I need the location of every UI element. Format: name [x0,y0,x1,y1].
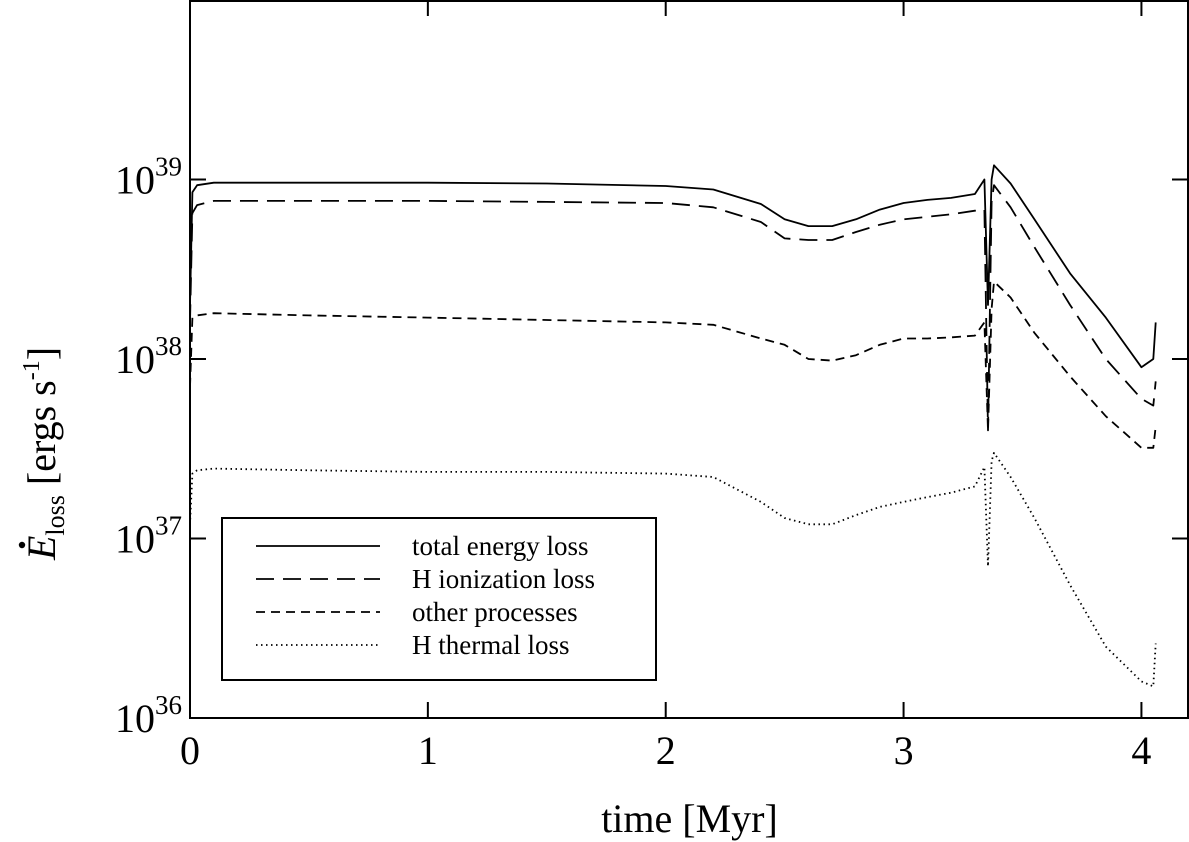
y-tick-label: 1037 [115,511,182,562]
x-tick-label: 3 [894,728,914,773]
x-tick-label: 1 [418,728,438,773]
series-line-1 [190,185,1156,430]
svg-text:Eloss [ergs s-1]: Eloss [ergs s-1] [19,347,70,561]
y-axis-title: Eloss [ergs s-1] [19,347,70,561]
axes-layer: 0 1 2 3 4 1036 1037 1038 1039 time [Myr] Eloss [er… [19,0,1188,841]
legend-label-3: H thermal loss [412,630,569,660]
y-tick-label: 1036 [115,690,182,741]
legend-label-1: H ionization loss [412,564,595,594]
y-tick-label: 1039 [115,152,182,203]
series-line-0 [190,165,1156,367]
y-tick-label: 1038 [115,331,182,382]
legend-label-2: other processes [412,597,578,627]
x-tick-label: 2 [656,728,676,773]
derivative-dot [19,542,25,548]
series-line-2 [190,282,1156,448]
x-axis-title: time [Myr] [601,796,778,841]
x-tick-label: 4 [1131,728,1151,773]
legend-label-0: total energy loss [412,531,588,561]
x-tick-label: 0 [180,728,200,773]
